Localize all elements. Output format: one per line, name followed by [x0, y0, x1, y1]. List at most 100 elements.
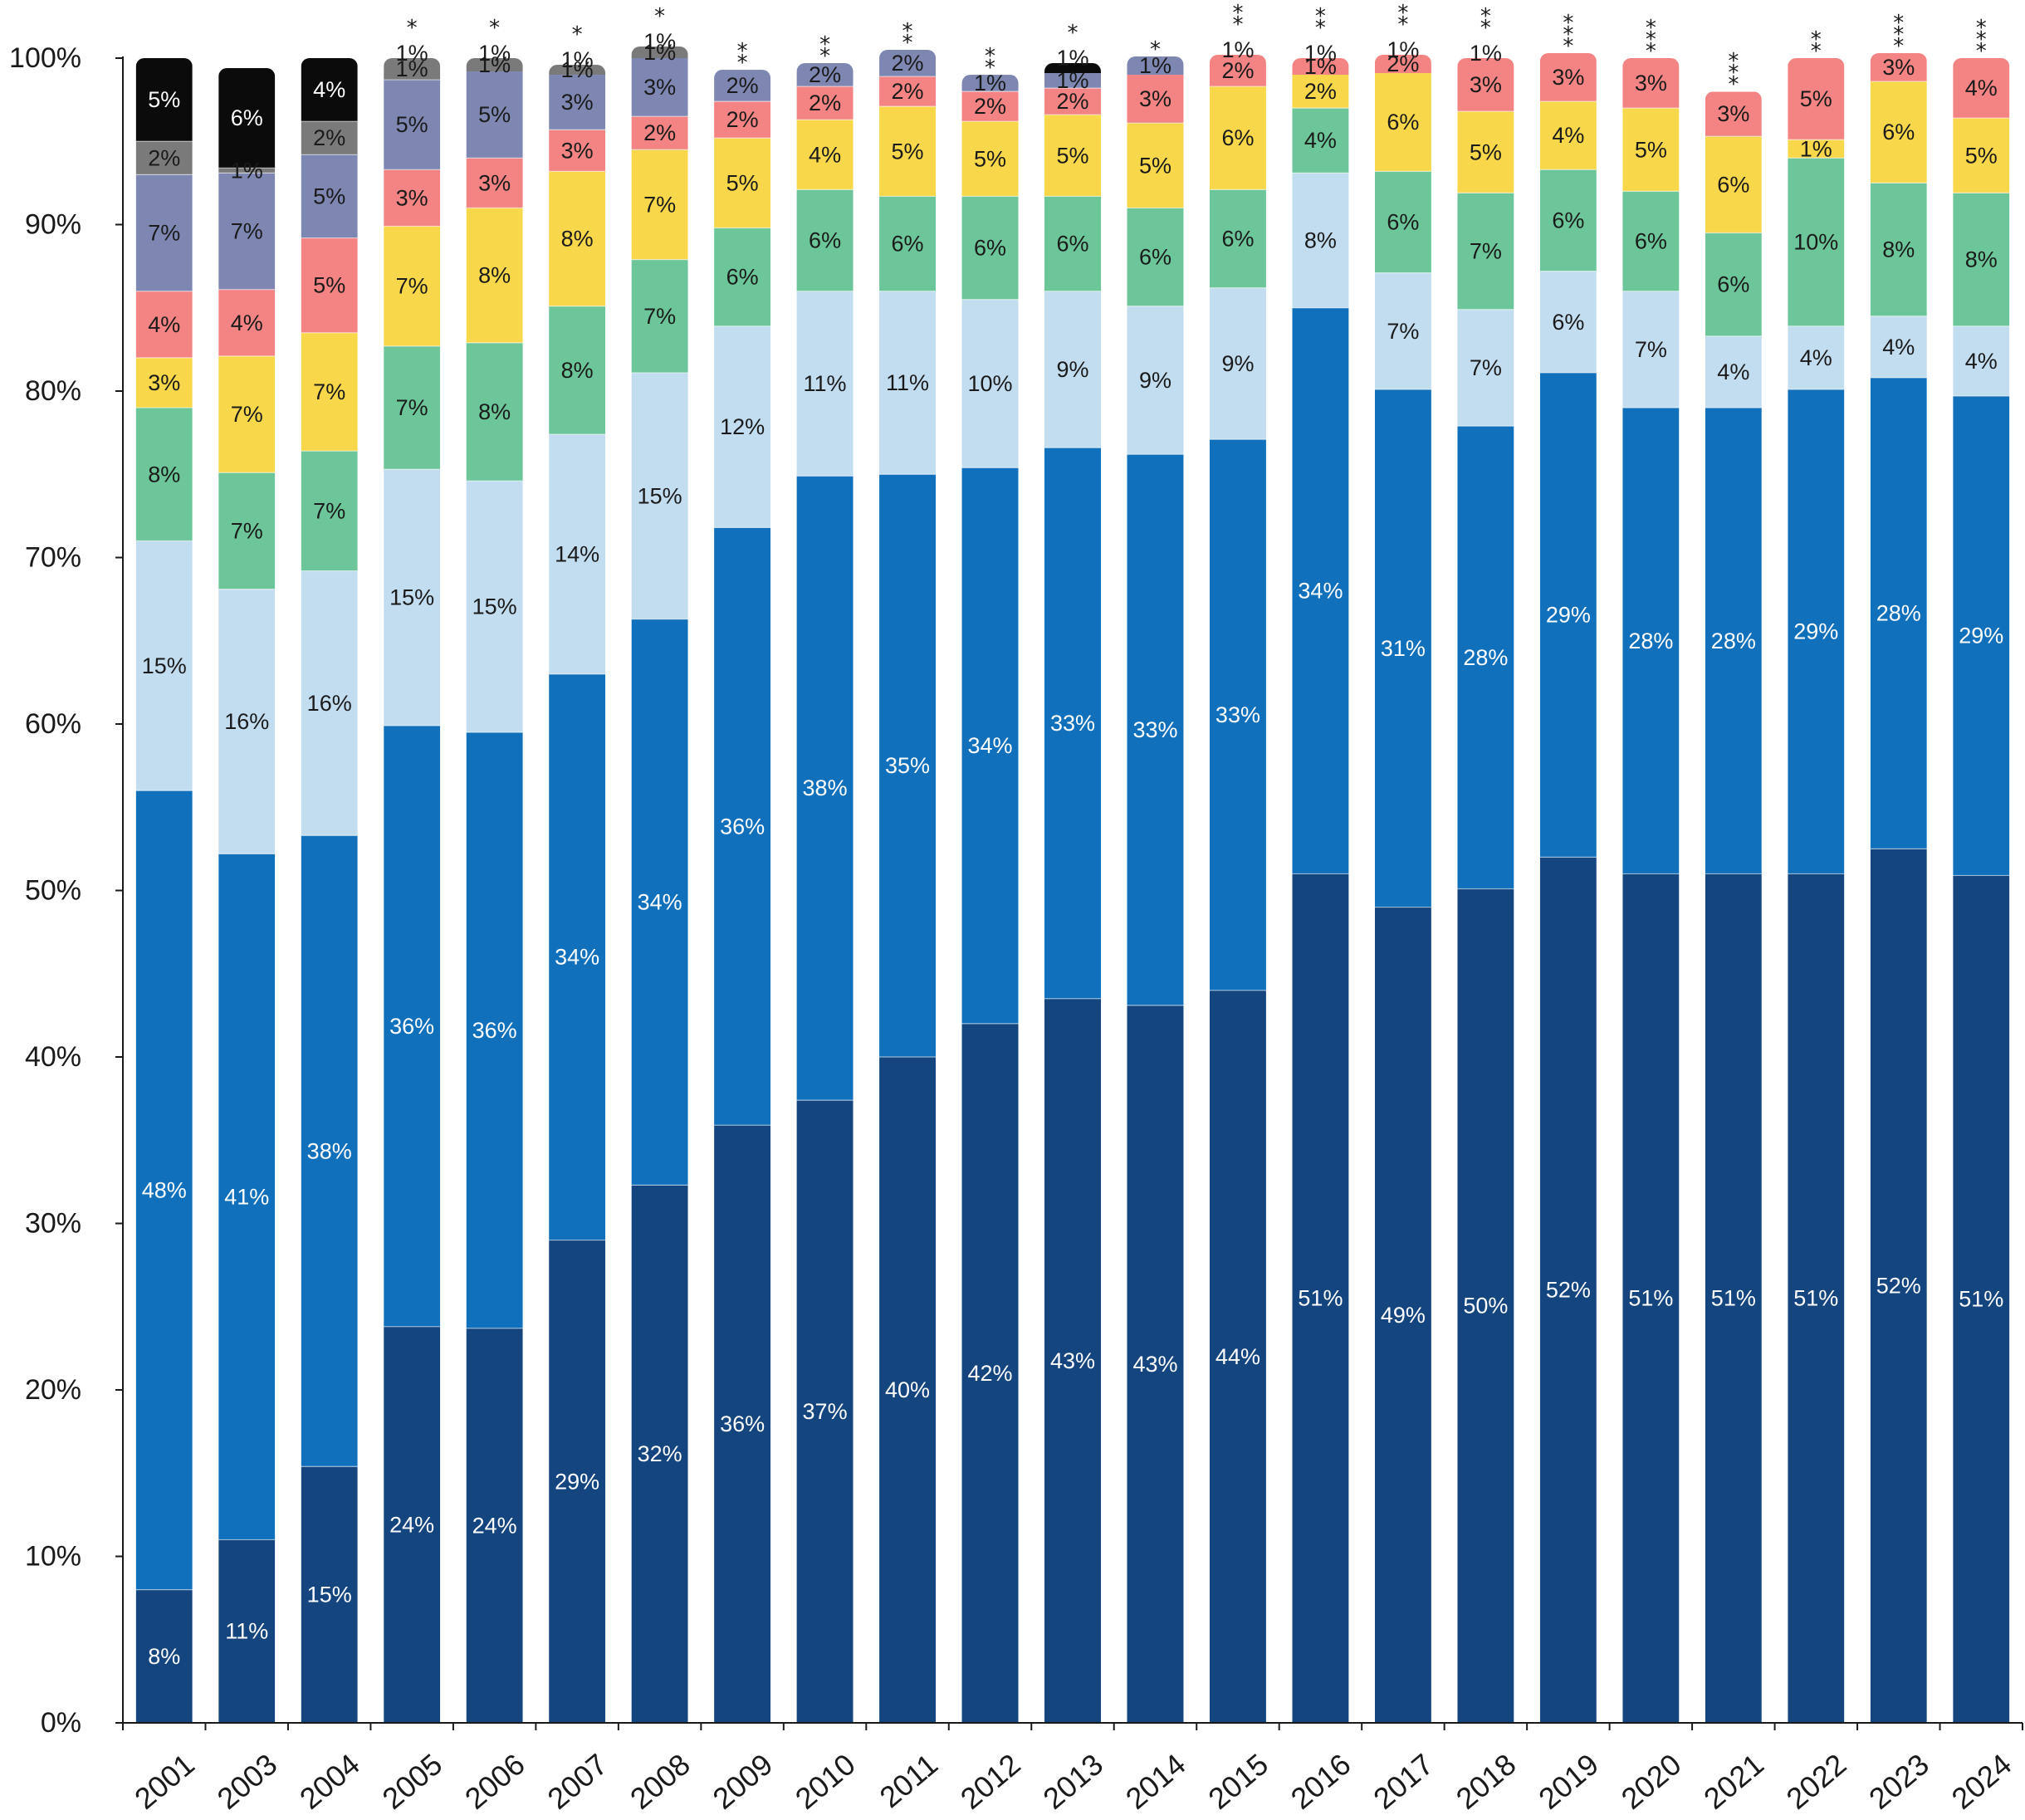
data-label-2015-series-6: 2%: [1221, 58, 1254, 83]
x-tick-label-2009: 2009: [706, 1747, 779, 1816]
bar-segment-2015-series-5: [1209, 86, 1266, 190]
y-tick-label: 90%: [25, 209, 81, 241]
x-tick-label-2010: 2010: [789, 1747, 862, 1816]
bar-2010: [796, 63, 854, 1723]
data-label-2023-series-6: 3%: [1882, 55, 1915, 80]
bar-segment-2018-series-4: [1457, 193, 1514, 310]
data-label-2021-series-6: 3%: [1717, 101, 1749, 126]
bar-segment-2005-series-8: [384, 58, 441, 81]
data-label-2008-series-8: 1%: [643, 40, 676, 65]
data-label-2008-series-5: 7%: [643, 192, 676, 217]
data-label-2006-series-1: 24%: [472, 1513, 517, 1538]
bar-segment-2024-series-1: [1953, 875, 2010, 1723]
data-label-2003-series-5: 7%: [231, 402, 263, 427]
data-label-2014-series-3: 9%: [1139, 368, 1171, 393]
annotation-star-2017: *: [1397, 12, 1408, 37]
annotation-star-2010: *: [819, 44, 830, 69]
bar-2017: [1374, 54, 1431, 1723]
annotation-star-2011: *: [902, 19, 913, 44]
bar-segment-2005-series-5: [384, 226, 441, 346]
data-label-2010-series-5: 4%: [809, 142, 841, 167]
data-label-2023-series-2: 28%: [1876, 601, 1921, 626]
data-label-2011-series-1: 40%: [885, 1377, 930, 1402]
bar-segment-2004-series-2: [301, 835, 358, 1467]
data-label-2020-series-5: 5%: [1635, 137, 1667, 162]
data-label-2003-series-4: 7%: [231, 518, 263, 543]
bar-segment-2003-series-9: [218, 68, 276, 169]
x-tick-label-2018: 2018: [1450, 1747, 1523, 1816]
y-tick-label: 80%: [25, 375, 81, 407]
bar-segment-2008-series-2: [631, 619, 688, 1186]
annotation-star-2009: *: [737, 39, 748, 64]
data-label-2023-series-5: 6%: [1882, 120, 1915, 144]
x-tick-label-2012: 2012: [954, 1747, 1027, 1816]
bar-segment-2021-series-5: [1705, 136, 1762, 233]
data-label-2019-series-3: 6%: [1552, 310, 1584, 335]
bar-segment-2003-series-8: [218, 168, 276, 174]
data-label-2024-series-3: 4%: [1965, 349, 1998, 374]
bar-segment-2011-series-7: [879, 49, 937, 77]
data-label-2017-series-6: 2%: [1387, 51, 1419, 76]
data-label-2023-series-3: 4%: [1882, 335, 1915, 360]
data-label-2018-series-5: 5%: [1470, 139, 1502, 164]
bar-segment-2008-series-7: [631, 58, 688, 117]
annotation-star-2014: *: [1150, 37, 1161, 62]
annotation-star-2019: *: [1563, 22, 1573, 47]
bar-segment-2018-series-2: [1457, 426, 1514, 889]
data-label-2007-series-1: 29%: [555, 1469, 599, 1494]
bar-segment-2023-series-3: [1870, 316, 1927, 378]
annotation-star-2009: *: [737, 51, 748, 76]
x-tick-label-2004: 2004: [293, 1747, 366, 1816]
bar-segment-2020-series-1: [1622, 873, 1680, 1723]
data-label-2012-series-7: 1%: [974, 71, 1006, 95]
bar-segment-2006-series-2: [466, 732, 523, 1328]
data-label-2011-series-6: 2%: [892, 79, 924, 104]
data-label-2003-series-7: 7%: [231, 219, 263, 244]
annotation-label-2017: 1%: [1387, 37, 1419, 62]
data-label-2007-series-2: 34%: [555, 945, 599, 970]
x-tick-label-2005: 2005: [376, 1747, 449, 1816]
annotation-star-2016: *: [1315, 16, 1326, 41]
data-label-2022-series-3: 4%: [1800, 345, 1832, 370]
bar-2023: [1870, 52, 1927, 1723]
bar-segment-2013-series-2: [1044, 448, 1101, 999]
data-label-2008-series-6: 2%: [643, 120, 676, 145]
bar-2006: [466, 58, 523, 1723]
x-tick-label-2006: 2006: [458, 1747, 531, 1816]
bar-segment-2021-series-3: [1705, 335, 1762, 409]
data-label-2007-series-6: 3%: [561, 138, 594, 163]
bar-segment-2001-series-3: [135, 541, 193, 791]
data-label-2006-series-4: 8%: [478, 399, 511, 424]
annotation-star-2024: *: [1976, 16, 1987, 41]
bar-segment-2014-series-7: [1127, 56, 1184, 76]
data-label-2010-series-2: 38%: [803, 775, 848, 800]
bar-segment-2004-series-3: [301, 570, 358, 836]
x-tick-label-2014: 2014: [1119, 1747, 1192, 1816]
bar-segment-2018-series-3: [1457, 309, 1514, 427]
data-label-2011-series-7: 2%: [892, 51, 924, 76]
x-tick-label-2007: 2007: [541, 1747, 614, 1816]
bar-segment-2005-series-7: [384, 80, 441, 170]
bar-segment-2016-series-2: [1292, 307, 1349, 874]
bar-segment-2015-series-1: [1209, 990, 1266, 1723]
annotation-star-2023: *: [1893, 22, 1904, 47]
data-label-2015-series-4: 6%: [1221, 227, 1254, 252]
data-label-2004-series-5: 7%: [313, 379, 345, 404]
bar-2015: [1209, 54, 1266, 1723]
bar-segment-2001-series-8: [135, 141, 193, 175]
annotation-star-2018: *: [1480, 4, 1491, 29]
y-axis-ticks: 0% 10% 20% 30% 40% 50% 60% 70% 80% 90% 100%: [9, 42, 123, 1739]
data-label-2020-series-1: 51%: [1628, 1286, 1673, 1311]
data-label-2016-series-5: 2%: [1304, 79, 1337, 104]
data-label-2010-series-4: 6%: [809, 228, 841, 253]
bar-segment-2008-series-1: [631, 1185, 688, 1723]
annotation-star-2019: *: [1563, 11, 1573, 36]
data-label-2018-series-1: 50%: [1463, 1294, 1508, 1319]
bar-segment-2005-series-1: [384, 1326, 441, 1723]
x-axis-tick-labels: 2001 2003 2004 2005 2006 2007 2008 2009 2010 2011…: [128, 1747, 2018, 1816]
annotation-label-2015: 1%: [1221, 37, 1254, 62]
data-label-2007-series-3: 14%: [555, 541, 599, 566]
bars: [135, 46, 2010, 1723]
data-label-2005-series-7: 5%: [396, 112, 428, 137]
